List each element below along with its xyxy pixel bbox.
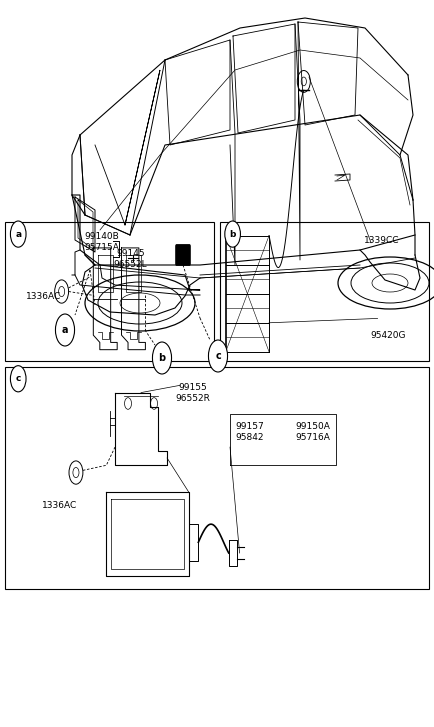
Text: b: b <box>158 353 165 363</box>
Bar <box>220 222 429 361</box>
Circle shape <box>225 221 240 247</box>
Text: 95420G: 95420G <box>371 331 406 340</box>
Circle shape <box>56 314 75 346</box>
Circle shape <box>152 342 171 374</box>
Text: 99140B
95715A: 99140B 95715A <box>85 232 119 252</box>
Text: 99145
96552L: 99145 96552L <box>113 249 147 269</box>
Text: c: c <box>215 351 221 361</box>
FancyBboxPatch shape <box>175 244 191 266</box>
Text: 99157
95842: 99157 95842 <box>235 422 264 442</box>
Text: 1336AC: 1336AC <box>42 501 78 510</box>
Text: a: a <box>62 325 68 335</box>
Circle shape <box>10 366 26 392</box>
Text: 99155
96552R: 99155 96552R <box>176 383 210 403</box>
Text: c: c <box>16 374 21 383</box>
Text: a: a <box>15 230 21 238</box>
Text: 99150A
95716A: 99150A 95716A <box>295 422 330 442</box>
Bar <box>5 367 429 589</box>
Text: b: b <box>230 230 236 238</box>
Text: 1339CC: 1339CC <box>364 236 400 244</box>
Circle shape <box>10 221 26 247</box>
Circle shape <box>208 340 227 372</box>
Text: 1336AC: 1336AC <box>26 292 61 301</box>
Bar <box>5 222 214 361</box>
